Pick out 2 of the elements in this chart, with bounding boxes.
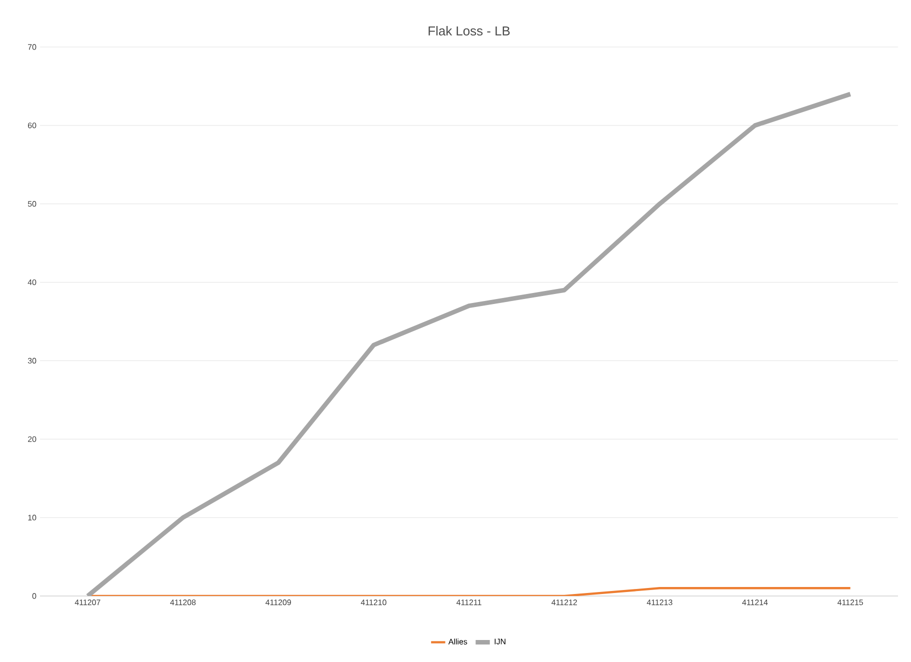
chart-title: Flak Loss - LB — [428, 26, 510, 36]
line-series — [85, 92, 853, 596]
